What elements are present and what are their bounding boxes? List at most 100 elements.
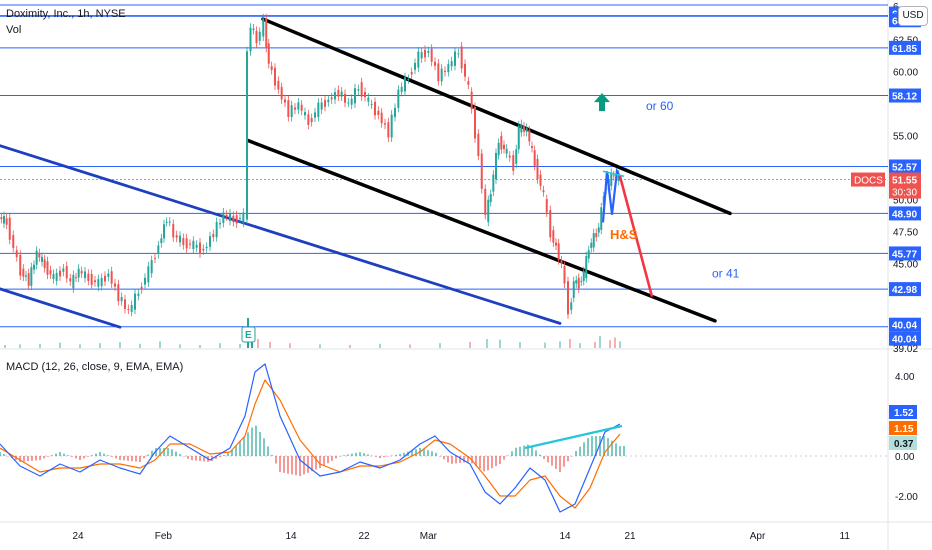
candle-body bbox=[219, 222, 221, 225]
macd-histogram-bar bbox=[423, 449, 425, 456]
macd-histogram-bar bbox=[607, 438, 609, 456]
candle-body bbox=[374, 101, 376, 116]
macd-histogram-bar bbox=[587, 438, 589, 456]
candle-body bbox=[163, 224, 165, 239]
candle-body bbox=[144, 277, 146, 285]
candle-body bbox=[100, 278, 103, 287]
price-level-tag bbox=[889, 246, 921, 261]
macd-histogram-bar bbox=[255, 425, 257, 456]
candle-body bbox=[489, 193, 492, 203]
candle-body bbox=[38, 253, 41, 258]
candle-body bbox=[52, 274, 55, 279]
macd-histogram-bar bbox=[307, 456, 309, 473]
macd-signal-line bbox=[0, 379, 621, 509]
macd-histogram-bar bbox=[243, 437, 245, 456]
macd-histogram-bar bbox=[583, 442, 585, 456]
macd-histogram-bar bbox=[215, 456, 217, 459]
macd-histogram-bar bbox=[195, 456, 197, 461]
candle-body bbox=[467, 81, 470, 85]
candle-body bbox=[179, 235, 181, 243]
macd-histogram-bar bbox=[259, 432, 261, 456]
candle-body bbox=[414, 62, 416, 70]
volume-bar bbox=[379, 343, 381, 348]
macd-histogram-bar bbox=[279, 456, 281, 472]
candle-body bbox=[437, 63, 440, 82]
candle-body bbox=[307, 114, 310, 125]
macd-histogram-bar bbox=[527, 444, 529, 456]
macd-histogram-bar bbox=[143, 456, 145, 459]
candle-body bbox=[512, 155, 515, 171]
earnings-badge[interactable] bbox=[241, 326, 256, 343]
candle-body bbox=[597, 227, 600, 233]
candle-body bbox=[430, 48, 433, 62]
candle-body bbox=[394, 107, 396, 117]
candle-body bbox=[457, 53, 460, 55]
currency-button[interactable]: USD bbox=[898, 6, 928, 26]
candle-body bbox=[384, 123, 386, 125]
macd-histogram-bar bbox=[275, 456, 277, 464]
macd-histogram-bar bbox=[535, 450, 537, 456]
candle-body bbox=[255, 30, 258, 44]
channel-lower-line[interactable] bbox=[246, 138, 717, 323]
candle-body bbox=[503, 144, 505, 150]
macd-histogram-bar bbox=[107, 455, 109, 456]
earnings-badge-letter: E bbox=[245, 330, 252, 341]
price-level-label: 58.12 bbox=[892, 92, 917, 103]
macd-histogram-bar bbox=[371, 455, 373, 457]
volume-bar bbox=[59, 342, 61, 348]
candle-body bbox=[140, 286, 143, 290]
candle-body bbox=[205, 246, 208, 249]
channel-upper-line[interactable] bbox=[261, 17, 732, 216]
candle-body bbox=[215, 222, 218, 238]
green-up-arrow[interactable] bbox=[594, 93, 610, 112]
candle-body bbox=[320, 102, 323, 110]
macd-histogram-bar bbox=[31, 456, 33, 461]
volume-bar bbox=[614, 337, 616, 348]
macd-histogram-bar bbox=[263, 438, 265, 456]
time-axis-label: Apr bbox=[750, 531, 766, 542]
candle-body bbox=[27, 273, 30, 286]
red-projection-line[interactable] bbox=[618, 176, 654, 297]
candle-body bbox=[367, 97, 370, 102]
macd-histogram-bar bbox=[559, 456, 561, 472]
candle-body bbox=[252, 28, 255, 31]
macd-histogram-bar bbox=[75, 456, 77, 459]
candle-body bbox=[470, 91, 473, 110]
candle-body bbox=[165, 221, 168, 223]
blue-trend-line-lower[interactable] bbox=[0, 287, 122, 329]
macd-histogram-bar bbox=[303, 456, 305, 475]
candle-body bbox=[229, 213, 231, 222]
candle-body bbox=[484, 188, 487, 215]
candle-body bbox=[46, 261, 49, 275]
candle-body bbox=[110, 271, 113, 284]
candle-body bbox=[555, 242, 557, 246]
macd-histogram-bar bbox=[611, 440, 613, 456]
macd-histogram-bar bbox=[191, 456, 193, 461]
macd-histogram-bar bbox=[459, 456, 461, 463]
candle-body bbox=[43, 259, 46, 269]
candle-body bbox=[505, 148, 508, 154]
w-neckline[interactable] bbox=[602, 170, 625, 178]
candle-body bbox=[232, 215, 235, 223]
volume-bar bbox=[99, 343, 101, 348]
candle-body bbox=[225, 214, 228, 217]
candle-body bbox=[417, 51, 420, 68]
macd-histogram-bar bbox=[155, 448, 157, 456]
macd-histogram-bar bbox=[387, 456, 389, 457]
price-level-tag bbox=[889, 282, 921, 297]
price-axis-tick: 60.00 bbox=[893, 67, 918, 78]
blue-trend-line-upper[interactable] bbox=[0, 144, 562, 325]
candle-body bbox=[364, 91, 366, 98]
macd-histogram-bar bbox=[515, 447, 517, 456]
candle-body bbox=[246, 51, 248, 220]
candle-body bbox=[397, 89, 400, 108]
macd-histogram-bar bbox=[379, 456, 381, 458]
volume-bar bbox=[269, 342, 271, 348]
candle-body bbox=[587, 250, 590, 259]
candle-body bbox=[477, 133, 480, 156]
volume-bar bbox=[289, 343, 291, 348]
candle-body bbox=[147, 266, 150, 283]
candle-body bbox=[387, 122, 390, 138]
w-pattern-drawing[interactable] bbox=[601, 167, 622, 223]
